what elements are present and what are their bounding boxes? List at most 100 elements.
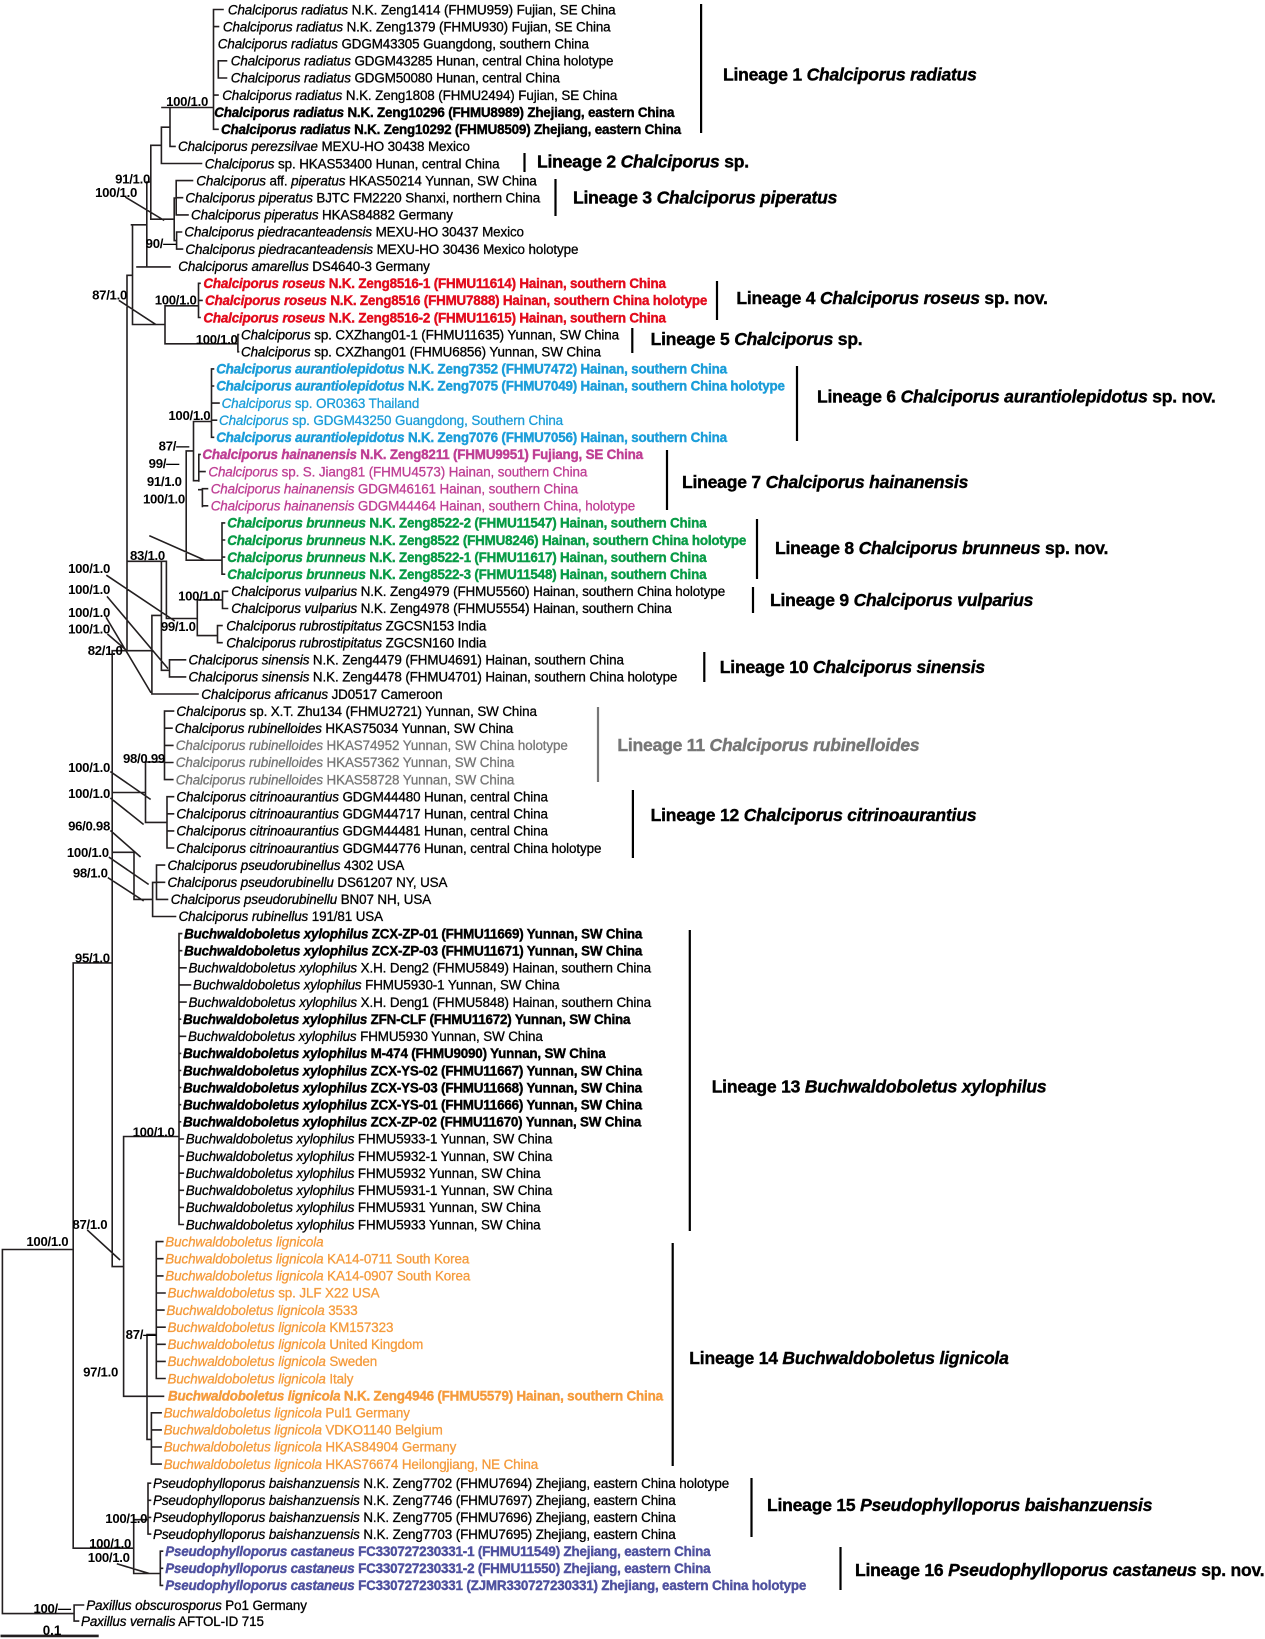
svg-text:Chalciporus piperatus HKAS8488: Chalciporus piperatus HKAS84882 Germany xyxy=(191,208,453,223)
svg-text:Chalciporus sp. CXZhang01-1 (F: Chalciporus sp. CXZhang01-1 (FHMU11635) … xyxy=(241,327,620,342)
svg-text:Buchwaldoboletus lignicola 353: Buchwaldoboletus lignicola 3533 xyxy=(166,1303,357,1318)
svg-text:Lineage 4 Chalciporus roseus s: Lineage 4 Chalciporus roseus sp. nov. xyxy=(736,288,1047,308)
svg-text:100/—: 100/— xyxy=(33,1601,71,1616)
svg-text:Pseudophylloporus baishanzuens: Pseudophylloporus baishanzuensis N.K. Ze… xyxy=(153,1493,676,1508)
svg-text:Pseudophylloporus castaneus FC: Pseudophylloporus castaneus FC3307272303… xyxy=(165,1578,806,1593)
svg-text:Chalciporus roseus N.K. Zeng85: Chalciporus roseus N.K. Zeng8516-2 (FHMU… xyxy=(203,310,666,325)
svg-text:100/1.0: 100/1.0 xyxy=(178,589,220,604)
svg-text:0.1: 0.1 xyxy=(43,1623,62,1638)
svg-text:95/1.0: 95/1.0 xyxy=(75,951,110,966)
svg-text:Buchwaldoboletus lignicola Swe: Buchwaldoboletus lignicola Sweden xyxy=(168,1354,378,1369)
svg-text:Buchwaldoboletus lignicola KA1: Buchwaldoboletus lignicola KA14-0907 Sou… xyxy=(165,1269,471,1284)
svg-text:Lineage 1 Chalciporus radiatus: Lineage 1 Chalciporus radiatus xyxy=(723,65,977,85)
svg-text:Chalciporus radiatus N.K. Zeng: Chalciporus radiatus N.K. Zeng1379 (FHMU… xyxy=(223,19,611,34)
svg-text:Buchwaldoboletus xylophilus X.: Buchwaldoboletus xylophilus X.H. Deng1 (… xyxy=(189,995,652,1010)
svg-text:Chalciporus citrinoaurantius G: Chalciporus citrinoaurantius GDGM44480 H… xyxy=(176,790,548,805)
svg-text:Buchwaldoboletus sp. JLF X22 U: Buchwaldoboletus sp. JLF X22 USA xyxy=(168,1286,380,1301)
svg-text:87/—: 87/— xyxy=(159,439,190,454)
svg-text:100/1.0: 100/1.0 xyxy=(196,332,238,347)
svg-text:100/1.0: 100/1.0 xyxy=(26,1234,68,1249)
svg-text:Paxillus vernalis AFTOL-ID 715: Paxillus vernalis AFTOL-ID 715 xyxy=(81,1614,264,1629)
svg-text:Buchwaldoboletus xylophilus ZC: Buchwaldoboletus xylophilus ZCX-YS-01 (F… xyxy=(183,1098,643,1113)
svg-text:100/1.0: 100/1.0 xyxy=(68,621,110,636)
svg-text:Chalciporus aff. piperatus HKA: Chalciporus aff. piperatus HKAS50214 Yun… xyxy=(196,173,537,188)
svg-text:Lineage 12 Chalciporus citrino: Lineage 12 Chalciporus citrinoaurantius xyxy=(651,805,977,825)
svg-text:91/1.0: 91/1.0 xyxy=(147,474,182,489)
svg-text:Buchwaldoboletus xylophilus F: Buchwaldoboletus xylophilus FHMU5933-1 Y… xyxy=(186,1132,553,1147)
svg-text:Buchwaldoboletus xylophilus FH: Buchwaldoboletus xylophilus FHMU5930-1 Y… xyxy=(193,978,560,993)
svg-text:Chalciporus rubinellus 191/81: Chalciporus rubinellus 191/81 USA xyxy=(179,909,384,924)
svg-text:Chalciporus aurantiolepidotus: Chalciporus aurantiolepidotus N.K. Zeng7… xyxy=(216,362,727,377)
svg-text:Chalciporus piedracanteadensis: Chalciporus piedracanteadensis MEXU-HO 3… xyxy=(184,225,524,240)
svg-text:100/1.0: 100/1.0 xyxy=(89,1536,131,1551)
svg-text:Chalciporus pseudorubinellu BN: Chalciporus pseudorubinellu BN07 NH, USA xyxy=(171,892,431,907)
svg-text:Chalciporus brunneus N.K. Zeng: Chalciporus brunneus N.K. Zeng8522 (FHMU… xyxy=(227,533,746,548)
svg-text:Chalciporus hainanensis N.K. Z: Chalciporus hainanensis N.K. Zeng8211 (F… xyxy=(202,447,643,462)
svg-text:Buchwaldoboletus lignicola N.K: Buchwaldoboletus lignicola N.K. Zeng4946… xyxy=(168,1388,664,1403)
svg-text:Chalciporus pseudorubinellus 4: Chalciporus pseudorubinellus 4302 USA xyxy=(168,858,405,873)
svg-text:Pseudophylloporus castaneus FC: Pseudophylloporus castaneus FC3307272303… xyxy=(165,1544,711,1559)
svg-text:Lineage 13 Buchwaldoboletus xy: Lineage 13 Buchwaldoboletus xylophilus xyxy=(712,1077,1047,1097)
svg-text:Chalciporus radiatus GDGM50080: Chalciporus radiatus GDGM50080 Hunan, ce… xyxy=(231,71,561,86)
svg-text:Lineage 16 Pseudophylloporus c: Lineage 16 Pseudophylloporus castaneus s… xyxy=(855,1560,1264,1580)
svg-text:Chalciporus sp. S. Jiang81 (F: Chalciporus sp. S. Jiang81 (FHMU4573) Ha… xyxy=(208,464,587,479)
svg-text:Buchwaldoboletus lignicola HKA: Buchwaldoboletus lignicola HKAS84904 Ger… xyxy=(164,1440,457,1455)
svg-text:87/1.0: 87/1.0 xyxy=(72,1217,107,1232)
svg-text:91/1.0: 91/1.0 xyxy=(115,172,150,187)
svg-text:Chalciporus brunneus N.K. Zeng: Chalciporus brunneus N.K. Zeng8522-3 (FH… xyxy=(227,567,707,582)
svg-text:Buchwaldoboletus xylophilus X.: Buchwaldoboletus xylophilus X.H. Deng2 (… xyxy=(189,961,652,976)
svg-text:Buchwaldoboletus xylophilus FH: Buchwaldoboletus xylophilus FHMU5931 Yun… xyxy=(186,1200,541,1215)
svg-text:Chalciporus hainanensis GDGM46: Chalciporus hainanensis GDGM46161 Hainan… xyxy=(211,481,579,496)
svg-text:100/1.0: 100/1.0 xyxy=(133,1125,175,1140)
svg-text:Chalciporus radiatus GDGM43305: Chalciporus radiatus GDGM43305 Guangdong… xyxy=(218,37,590,52)
svg-text:83/1.0: 83/1.0 xyxy=(130,548,165,563)
svg-text:97/1.0: 97/1.0 xyxy=(83,1365,118,1380)
svg-text:100/1.0: 100/1.0 xyxy=(166,94,208,109)
svg-text:Buchwaldoboletus xylophilus FH: Buchwaldoboletus xylophilus FHMU5932-1 Y… xyxy=(186,1149,553,1164)
svg-text:Lineage 5 Chalciporus sp.: Lineage 5 Chalciporus sp. xyxy=(651,329,863,349)
svg-text:Chalciporus radiatus N.K. Zeng: Chalciporus radiatus N.K. Zeng1808 (FHMU… xyxy=(222,88,618,103)
svg-text:Paxillus obscurosporus Po1 Ger: Paxillus obscurosporus Po1 Germany xyxy=(86,1598,307,1613)
svg-text:100/1.0: 100/1.0 xyxy=(68,605,110,620)
svg-text:Chalciporus radiatus N.K. Zeng: Chalciporus radiatus N.K. Zeng1414 (FHMU… xyxy=(228,2,616,17)
svg-text:Pseudophylloporus baishanzuens: Pseudophylloporus baishanzuensis N.K. Ze… xyxy=(153,1527,676,1542)
svg-text:Chalciporus hainanensis GDGM44: Chalciporus hainanensis GDGM44464 Hainan… xyxy=(211,499,635,514)
svg-text:100/1.0: 100/1.0 xyxy=(105,1511,147,1526)
svg-text:Chalciporus vulparius N.K. Zen: Chalciporus vulparius N.K. Zeng4979 (FHM… xyxy=(231,584,725,599)
svg-text:Lineage 8 Chalciporus brunneus: Lineage 8 Chalciporus brunneus sp. nov. xyxy=(775,538,1108,558)
svg-text:100/1.0: 100/1.0 xyxy=(68,786,110,801)
svg-text:100/1.0: 100/1.0 xyxy=(88,1550,130,1565)
svg-text:100/1.0: 100/1.0 xyxy=(168,408,210,423)
svg-text:Chalciporus piedracanteadensis: Chalciporus piedracanteadensis MEXU-HO 3… xyxy=(185,242,578,257)
svg-text:Chalciporus sp. HKAS53400 Huna: Chalciporus sp. HKAS53400 Hunan, central… xyxy=(205,156,500,171)
svg-text:Chalciporus sinensis N.K. Zeng: Chalciporus sinensis N.K. Zeng4478 (FHMU… xyxy=(189,670,678,685)
svg-text:Buchwaldoboletus xylophilus ZC: Buchwaldoboletus xylophilus ZCX-YS-03 (F… xyxy=(183,1080,643,1095)
svg-text:Pseudophylloporus castaneus FC: Pseudophylloporus castaneus FC3307272303… xyxy=(165,1561,711,1576)
svg-text:98/0.99: 98/0.99 xyxy=(123,751,165,766)
svg-text:Chalciporus citrinoaurantius G: Chalciporus citrinoaurantius GDGM44481 H… xyxy=(176,824,548,839)
svg-text:Buchwaldoboletus lignicola Ita: Buchwaldoboletus lignicola Italy xyxy=(168,1371,354,1386)
svg-text:Buchwaldoboletus xylophilus ZC: Buchwaldoboletus xylophilus ZCX-YS-02 (F… xyxy=(183,1063,643,1078)
svg-text:Lineage 9 Chalciporus vulpariu: Lineage 9 Chalciporus vulparius xyxy=(770,590,1034,610)
svg-text:Chalciporus brunneus N.K. Zeng: Chalciporus brunneus N.K. Zeng8522-1 (FH… xyxy=(227,550,707,565)
svg-text:Buchwaldoboletus lignicola: Buchwaldoboletus lignicola xyxy=(165,1234,323,1249)
svg-text:96/0.98: 96/0.98 xyxy=(68,818,110,833)
svg-text:100/1.0: 100/1.0 xyxy=(68,582,110,597)
svg-text:90/—: 90/— xyxy=(146,236,177,251)
svg-text:Buchwaldoboletus xylophilus FH: Buchwaldoboletus xylophilus FHMU5932 Yun… xyxy=(186,1166,541,1181)
svg-text:Lineage 14 Buchwaldoboletus li: Lineage 14 Buchwaldoboletus lignicola xyxy=(689,1348,1009,1368)
svg-text:Chalciporus sp. X.T. Zhu134 (F: Chalciporus sp. X.T. Zhu134 (FHMU2721) Y… xyxy=(176,704,537,719)
svg-text:Chalciporus brunneus N.K. Zeng: Chalciporus brunneus N.K. Zeng8522-2 (FH… xyxy=(227,516,707,531)
svg-text:Chalciporus radiatus GDGM43285: Chalciporus radiatus GDGM43285 Hunan, ce… xyxy=(231,54,614,69)
svg-text:Chalciporus sinensis N.K. Zeng: Chalciporus sinensis N.K. Zeng4479 (FHMU… xyxy=(189,653,625,668)
svg-text:Chalciporus radiatus N.K. Zeng: Chalciporus radiatus N.K. Zeng10296 (FHM… xyxy=(214,105,675,120)
svg-text:Chalciporus pseudorubinellu DS: Chalciporus pseudorubinellu DS61207 NY, … xyxy=(168,875,448,890)
svg-text:100/1.0: 100/1.0 xyxy=(95,185,137,200)
svg-text:Lineage 3 Chalciporus piperatu: Lineage 3 Chalciporus piperatus xyxy=(573,188,838,208)
svg-text:98/1.0: 98/1.0 xyxy=(73,866,108,881)
svg-text:100/1.0: 100/1.0 xyxy=(68,561,110,576)
svg-text:Buchwaldoboletus lignicola Pul: Buchwaldoboletus lignicola Pul1 Germany xyxy=(164,1406,411,1421)
svg-text:Chalciporus rubinelloides HKAS: Chalciporus rubinelloides HKAS75034 Yunn… xyxy=(175,721,514,736)
svg-text:Lineage 2 Chalciporus sp.: Lineage 2 Chalciporus sp. xyxy=(537,152,749,172)
svg-text:Buchwaldoboletus lignicola KM1: Buchwaldoboletus lignicola KM157323 xyxy=(168,1320,394,1335)
